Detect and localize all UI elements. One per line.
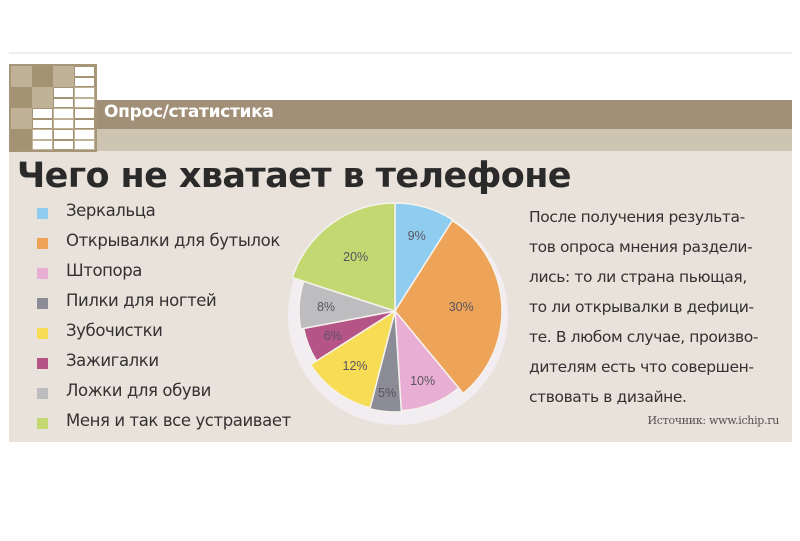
commentary-line: тов опроса мнения раздели- <box>529 238 753 256</box>
pie-slice-label: 20% <box>343 249 369 264</box>
commentary-line: то ли открывалки в дефици- <box>529 298 754 316</box>
pie-slice <box>394 219 503 395</box>
commentary-line: лись: то ли страна пьющая, <box>529 268 747 286</box>
logo-bar-cell <box>75 140 94 149</box>
logo-bar-cell <box>54 119 73 128</box>
legend-swatch-icon <box>37 268 48 279</box>
logo-bar-cell <box>33 140 52 149</box>
legend-swatch-icon <box>37 418 48 429</box>
logo-bar-cell <box>54 140 73 149</box>
section-band <box>9 100 792 129</box>
logo-cell <box>11 87 32 108</box>
legend-label: Зажигалки <box>66 351 159 370</box>
pie-chart-svg <box>288 202 508 425</box>
logo-cell <box>32 66 53 87</box>
logo-bar-cell <box>33 119 52 128</box>
commentary-line: дителям есть что совершен- <box>529 358 754 376</box>
logo-bar-cell <box>75 77 94 86</box>
commentary-text: После получения результа-тов опроса мнен… <box>529 202 789 412</box>
pie-slice-label: 30% <box>448 299 474 314</box>
logo-cell <box>11 129 32 150</box>
logo-bar-cell <box>75 88 94 97</box>
commentary-line: те. В любом случае, произво- <box>529 328 759 346</box>
logo-bar-cell <box>33 109 52 118</box>
legend-swatch-icon <box>37 208 48 219</box>
legend-swatch-icon <box>37 298 48 309</box>
logo-bar-cell <box>75 67 94 76</box>
source-credit: Источник: www.ichip.ru <box>647 414 780 427</box>
logo-cell <box>53 66 74 87</box>
legend-label: Ложки для обуви <box>66 381 211 400</box>
section-subband <box>9 129 792 151</box>
commentary-line: ствовать в дизайне. <box>529 388 687 406</box>
legend-label: Пилки для ногтей <box>66 291 217 310</box>
top-divider <box>9 52 792 54</box>
pie-slice-label: 10% <box>410 373 436 388</box>
logo-bar-cell <box>75 119 94 128</box>
legend-label: Зеркальца <box>66 201 156 220</box>
legend-label: Открывалки для бутылок <box>66 231 280 250</box>
pie-slice-label: 8% <box>316 299 336 314</box>
pie-slice-label: 6% <box>323 328 342 343</box>
pie-slice-label: 9% <box>407 229 426 244</box>
section-label: Опрос/статистика <box>104 102 274 122</box>
infographic-panel: Опрос/статистика Чего не хватает в телеф… <box>9 64 792 442</box>
logo-cell <box>11 108 32 129</box>
logo-cell <box>32 87 53 108</box>
legend-label: Зубочистки <box>66 321 163 340</box>
pie-slice-label: 12% <box>342 359 368 373</box>
legend-swatch-icon <box>37 388 48 399</box>
legend-swatch-icon <box>37 358 48 369</box>
logo-bar-cell <box>33 130 52 139</box>
logo-cell <box>11 66 32 87</box>
legend-swatch-icon <box>37 238 48 249</box>
pie-chart: 9% 30% 10% 5% 12% 6% 8% 20% <box>280 199 510 429</box>
logo-bar-cell <box>54 130 73 139</box>
logo-bar-cell <box>54 98 73 107</box>
legend-label: Меня и так все устраивает <box>66 411 291 430</box>
logo-bar-cell <box>75 130 94 139</box>
legend-label: Штопора <box>66 261 143 280</box>
commentary-line: После получения результа- <box>529 208 745 226</box>
statistics-logo-icon <box>9 64 97 152</box>
logo-bar-cell <box>54 88 73 97</box>
chart-title: Чего не хватает в телефоне <box>17 156 572 196</box>
legend-swatch-icon <box>37 328 48 339</box>
pie-slice-label: 5% <box>378 386 397 401</box>
pie-slice <box>368 310 403 413</box>
pie-slice <box>291 202 396 313</box>
logo-bar-cell <box>75 109 94 118</box>
logo-bar-cell <box>54 109 73 118</box>
logo-bar-cell <box>75 98 94 107</box>
pie-slice <box>309 309 397 409</box>
